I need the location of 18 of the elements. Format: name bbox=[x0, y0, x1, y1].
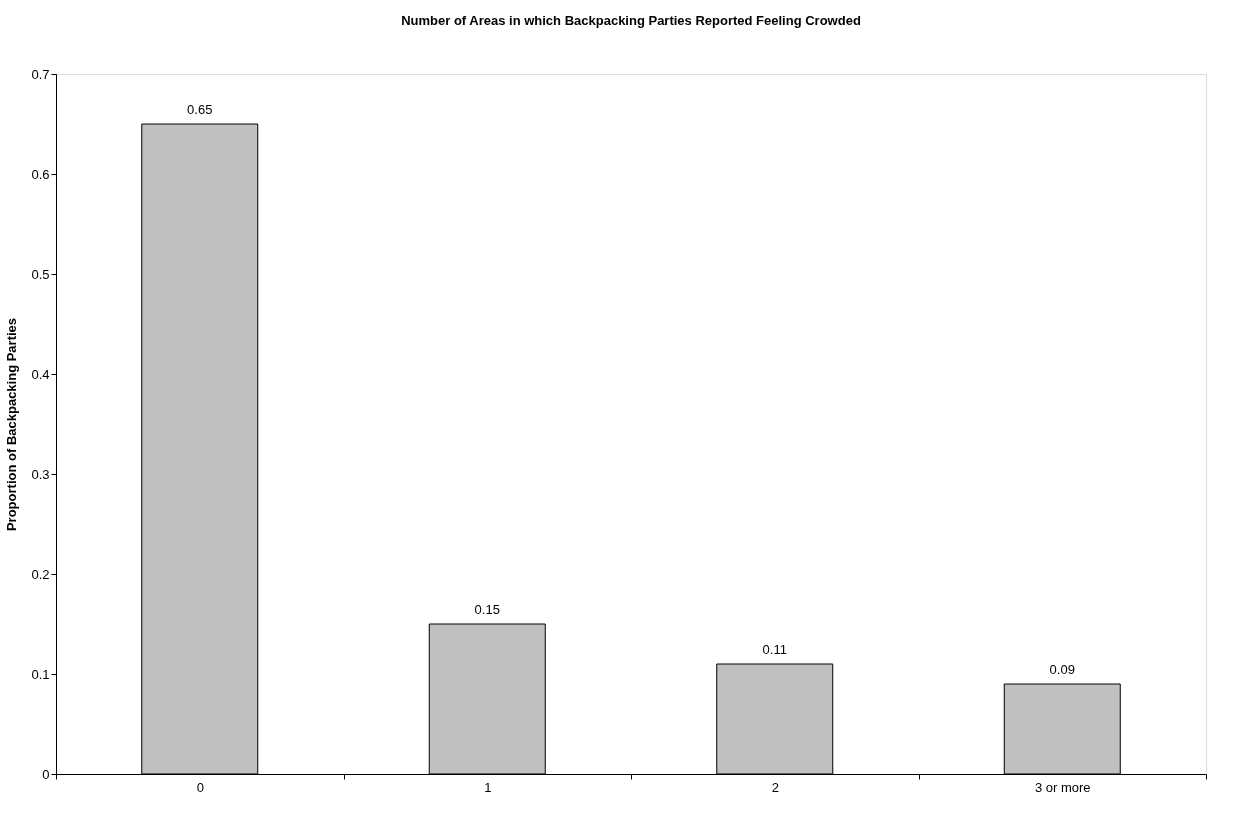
y-tick-label: 0.5 bbox=[31, 266, 50, 282]
y-tick-label: 0.1 bbox=[31, 666, 50, 682]
data-label: 0.09 bbox=[1049, 662, 1075, 677]
x-tick-label: 2 bbox=[771, 779, 779, 795]
x-tick-label: 3 or more bbox=[1034, 779, 1091, 795]
data-label: 0.15 bbox=[474, 602, 500, 617]
x-tick-label: 1 bbox=[484, 779, 492, 795]
y-axis-title: Proportion of Backpacking Parties bbox=[4, 317, 20, 532]
y-tick-label: 0.3 bbox=[31, 466, 50, 482]
y-tick-label: 0.4 bbox=[31, 366, 50, 382]
x-tick-label: 0 bbox=[196, 779, 204, 795]
data-label: 0.11 bbox=[762, 642, 787, 657]
y-tick-label: 0.6 bbox=[31, 166, 50, 182]
y-tick-label: 0 bbox=[42, 766, 50, 782]
y-tick-label: 0.7 bbox=[31, 66, 50, 82]
data-label: 0.65 bbox=[187, 102, 213, 117]
chart-title: Number of Areas in which Backpacking Parties Reported Feeling Crowded bbox=[401, 13, 861, 28]
y-tick-label: 0.2 bbox=[31, 566, 50, 582]
